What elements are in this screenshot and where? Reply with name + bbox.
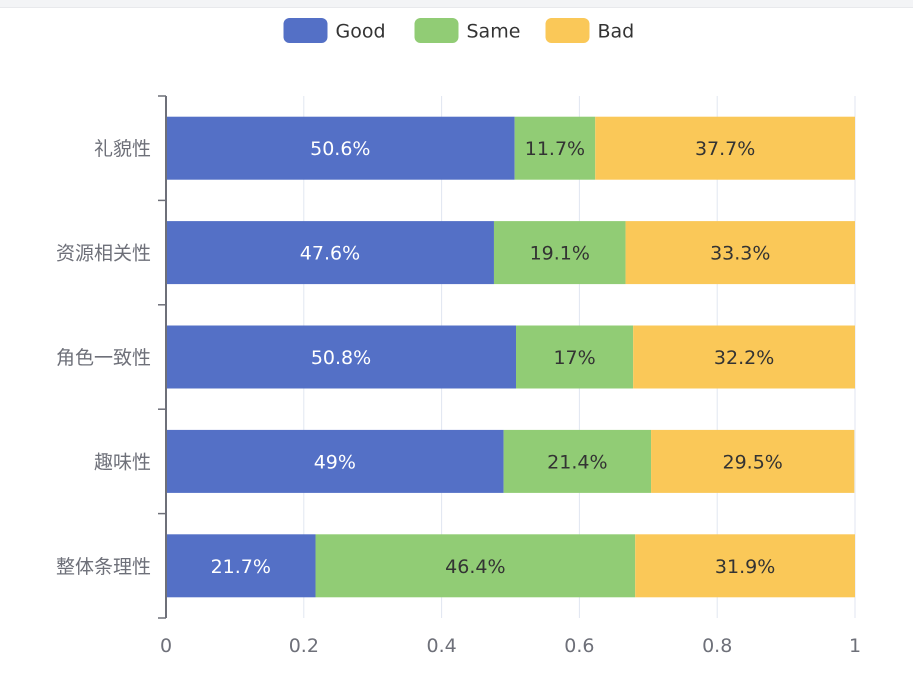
y-tick-label-2: 角色一致性 xyxy=(56,347,151,369)
y-tick-label-3: 趣味性 xyxy=(94,451,151,473)
bar-label-same-0: 11.7% xyxy=(525,138,585,160)
legend-label-same[interactable]: Same xyxy=(467,21,521,43)
bar-label-good-0: 50.6% xyxy=(310,138,370,160)
x-tick-label-5: 1 xyxy=(849,635,861,657)
bar-good-3[interactable] xyxy=(166,429,504,493)
bar-label-bad-0: 37.7% xyxy=(695,138,755,160)
x-tick-label-0: 0 xyxy=(160,635,172,657)
legend-swatch-good[interactable] xyxy=(283,18,328,43)
legend-swatch-same[interactable] xyxy=(414,18,459,43)
x-tick-label-1: 0.2 xyxy=(289,635,319,657)
bar-label-bad-2: 32.2% xyxy=(714,347,774,369)
bar-same-1[interactable] xyxy=(493,221,626,285)
y-tick-label-0: 礼貌性 xyxy=(94,138,151,160)
bar-label-same-4: 46.4% xyxy=(445,556,505,578)
bar-label-bad-4: 31.9% xyxy=(715,556,775,578)
legend-label-bad[interactable]: Bad xyxy=(598,21,635,43)
bar-bad-1[interactable] xyxy=(625,221,855,285)
bar-bad-0[interactable] xyxy=(595,116,855,180)
bar-same-4[interactable] xyxy=(315,534,636,598)
x-tick-label-3: 0.6 xyxy=(564,635,594,657)
bar-same-2[interactable] xyxy=(516,325,634,389)
bar-good-1[interactable] xyxy=(166,221,494,285)
bar-bad-3[interactable] xyxy=(651,429,855,493)
bar-label-good-2: 50.8% xyxy=(311,347,371,369)
y-tick-label-1: 资源相关性 xyxy=(56,243,151,265)
legend-swatch-bad[interactable] xyxy=(545,18,590,43)
bar-label-bad-3: 29.5% xyxy=(723,451,783,473)
y-tick-label-4: 整体条理性 xyxy=(56,556,151,578)
x-tick-label-4: 0.8 xyxy=(702,635,732,657)
bar-label-same-2: 17% xyxy=(553,347,595,369)
bar-label-good-4: 21.7% xyxy=(211,556,271,578)
bar-label-bad-1: 33.3% xyxy=(710,243,770,265)
bar-same-3[interactable] xyxy=(503,429,652,493)
bar-label-good-1: 47.6% xyxy=(300,243,360,265)
bar-good-0[interactable] xyxy=(166,116,515,180)
bar-label-same-3: 21.4% xyxy=(547,451,607,473)
bar-good-4[interactable] xyxy=(166,534,316,598)
legend-label-good[interactable]: Good xyxy=(336,21,386,43)
bar-same-0[interactable] xyxy=(514,116,596,180)
bar-label-good-3: 49% xyxy=(314,451,356,473)
x-tick-label-2: 0.4 xyxy=(426,635,456,657)
bar-bad-2[interactable] xyxy=(633,325,855,389)
bar-bad-4[interactable] xyxy=(635,534,855,598)
bar-good-2[interactable] xyxy=(166,325,517,389)
window-top-strip xyxy=(0,0,913,8)
bar-label-same-1: 19.1% xyxy=(530,243,590,265)
